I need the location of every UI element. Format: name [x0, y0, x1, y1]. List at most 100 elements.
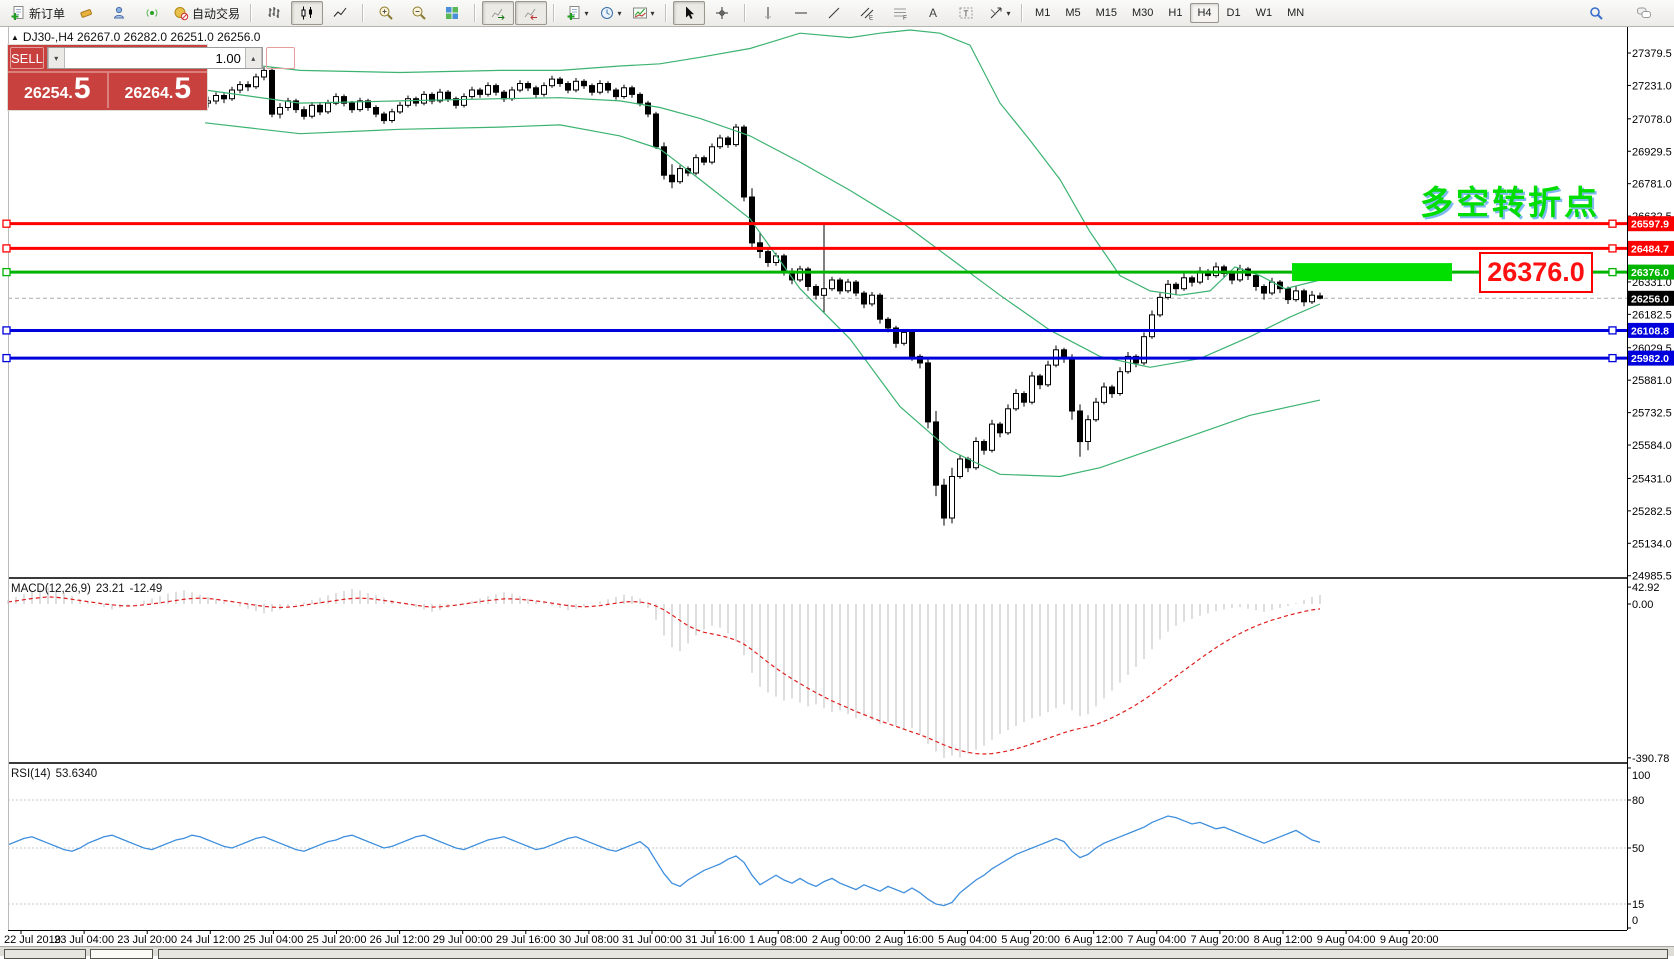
signal-icon — [146, 9, 158, 17]
chart-tab[interactable] — [158, 949, 1668, 959]
eraser-icon — [80, 9, 92, 18]
chat-button[interactable] — [1628, 1, 1660, 25]
chart-tab[interactable] — [4, 949, 86, 959]
svg-text:2 Aug 00:00: 2 Aug 00:00 — [812, 934, 871, 946]
search-button[interactable] — [1580, 1, 1612, 25]
svg-text:100: 100 — [1632, 770, 1650, 782]
toolbar-separator — [1021, 4, 1024, 22]
search-icon — [1590, 7, 1603, 20]
svg-text:27379.5: 27379.5 — [1632, 48, 1672, 60]
volume-stepper: ▾ ▴ — [46, 47, 263, 69]
rsi-name: RSI(14) — [11, 768, 51, 780]
buy-price-fraction: 5 — [174, 72, 192, 105]
fibonacci-button[interactable]: F — [884, 1, 916, 25]
timeframe-m5-button[interactable]: M5 — [1065, 7, 1081, 19]
trade-panel-prices: 26254. 5 26264. 5 — [8, 73, 207, 108]
dropdown-caret-icon: ▾ — [650, 8, 655, 18]
text-button[interactable]: A — [917, 1, 949, 25]
equidistant-channel-button[interactable]: E — [851, 1, 883, 25]
price-callout-label[interactable]: 26376.0 — [1479, 252, 1593, 293]
bar-chart-icon — [268, 7, 280, 18]
chart-annotation-text[interactable]: 多空转折点 — [1420, 184, 1600, 221]
chevron-up-icon: ▴ — [251, 53, 256, 63]
vertical-line-button[interactable] — [752, 1, 784, 25]
svg-text:0: 0 — [1632, 915, 1638, 927]
autotrading-label: 自动交易 — [192, 6, 241, 21]
horizontal-line-button[interactable] — [785, 1, 817, 25]
timeframe-m30-button[interactable]: M30 — [1132, 7, 1154, 19]
channel-icon: E — [860, 7, 874, 21]
timeframe-m15-button[interactable]: M15 — [1095, 7, 1117, 19]
timeframe-h4-button[interactable]: H4 — [1190, 3, 1219, 23]
bar-chart-button[interactable] — [258, 1, 290, 25]
buy-price[interactable]: 26264. 5 — [109, 73, 208, 108]
tile-windows-button[interactable] — [436, 1, 468, 25]
timeframe-w1-button[interactable]: W1 — [1255, 7, 1273, 19]
sell-price[interactable]: 26254. 5 — [8, 73, 109, 108]
toolbar-right-group — [1580, 1, 1674, 25]
svg-text:9 Aug 20:00: 9 Aug 20:00 — [1380, 934, 1439, 946]
svg-text:26376.0: 26376.0 — [1631, 267, 1669, 279]
autotrading-button[interactable]: 自动交易 — [169, 1, 244, 25]
templates-button[interactable]: ▾ — [627, 1, 659, 25]
svg-text:25584.0: 25584.0 — [1632, 440, 1672, 452]
sell-price-main: 26254. — [23, 85, 73, 102]
svg-text:26484.7: 26484.7 — [1631, 243, 1669, 255]
crosshair-button[interactable] — [706, 1, 738, 25]
svg-text:26256.0: 26256.0 — [1631, 293, 1669, 305]
profile-button[interactable] — [103, 1, 135, 25]
timeframe-h1-button[interactable]: H1 — [1168, 7, 1183, 19]
bollinger-bands — [204, 29, 1321, 478]
auto-scroll-button[interactable] — [482, 1, 515, 25]
one-click-trading-panel: SELL ▾ ▴ BUY 26254.5 26264.5 — [8, 45, 295, 110]
tile-windows-icon — [446, 7, 459, 19]
fibo-icon: F — [894, 8, 907, 21]
buy-price-main: 26264. — [124, 85, 174, 102]
trendline-button[interactable] — [818, 1, 850, 25]
buy-button[interactable]: BUY — [265, 47, 295, 69]
new-order-button[interactable]: 新订单 — [6, 1, 69, 25]
volume-increase-button[interactable]: ▴ — [244, 48, 262, 68]
zoom-out-button[interactable] — [403, 1, 435, 25]
dropdown-caret-icon: ▾ — [584, 8, 589, 18]
volume-input[interactable] — [64, 48, 245, 68]
chart-title: ▲ DJ30-,H4 26267.0 26282.0 26251.0 26256.… — [11, 30, 260, 44]
chart-shift-button[interactable] — [515, 1, 548, 25]
svg-text:22 Jul 2019: 22 Jul 2019 — [4, 934, 61, 946]
shapes-button[interactable]: ▾ — [983, 1, 1015, 25]
volume-decrease-button[interactable]: ▾ — [47, 48, 65, 68]
svg-text:25 Jul 04:00: 25 Jul 04:00 — [243, 934, 303, 946]
autotrading-icon — [174, 7, 189, 21]
timeframe-mn-button[interactable]: MN — [1287, 7, 1305, 19]
svg-text:23 Jul 20:00: 23 Jul 20:00 — [117, 934, 177, 946]
text-label-button[interactable]: T — [950, 1, 982, 25]
cursor-button[interactable] — [673, 1, 706, 25]
sell-button[interactable]: SELL — [10, 47, 44, 69]
svg-text:27078.0: 27078.0 — [1632, 114, 1672, 126]
signal-button[interactable] — [136, 1, 168, 25]
svg-text:5 Aug 20:00: 5 Aug 20:00 — [1001, 934, 1060, 946]
eraser-button[interactable] — [70, 1, 102, 25]
svg-text:1 Aug 08:00: 1 Aug 08:00 — [749, 934, 808, 946]
candle-chart-button[interactable] — [291, 1, 324, 25]
trade-panel-controls: SELL ▾ ▴ BUY — [8, 45, 295, 73]
crosshair-icon — [716, 7, 729, 19]
toolbar-separator — [553, 4, 556, 22]
svg-text:42.92: 42.92 — [1632, 582, 1660, 594]
chart-tab-active[interactable] — [90, 949, 153, 959]
highlight-rectangle[interactable] — [1292, 263, 1452, 282]
svg-text:5 Aug 04:00: 5 Aug 04:00 — [938, 934, 997, 946]
svg-text:26108.8: 26108.8 — [1631, 325, 1669, 337]
line-chart-button[interactable] — [324, 1, 356, 25]
periods-button[interactable]: ▾ — [594, 1, 626, 25]
timeframe-m1-button[interactable]: M1 — [1035, 7, 1051, 19]
svg-text:8 Aug 12:00: 8 Aug 12:00 — [1254, 934, 1313, 946]
label-icon: T — [959, 7, 973, 19]
svg-text:25 Jul 20:00: 25 Jul 20:00 — [307, 934, 367, 946]
zoom-in-button[interactable] — [370, 1, 402, 25]
candles — [205, 67, 1323, 526]
new-chart-button[interactable]: ▾ — [561, 1, 593, 25]
timeframe-d1-button[interactable]: D1 — [1226, 7, 1241, 19]
